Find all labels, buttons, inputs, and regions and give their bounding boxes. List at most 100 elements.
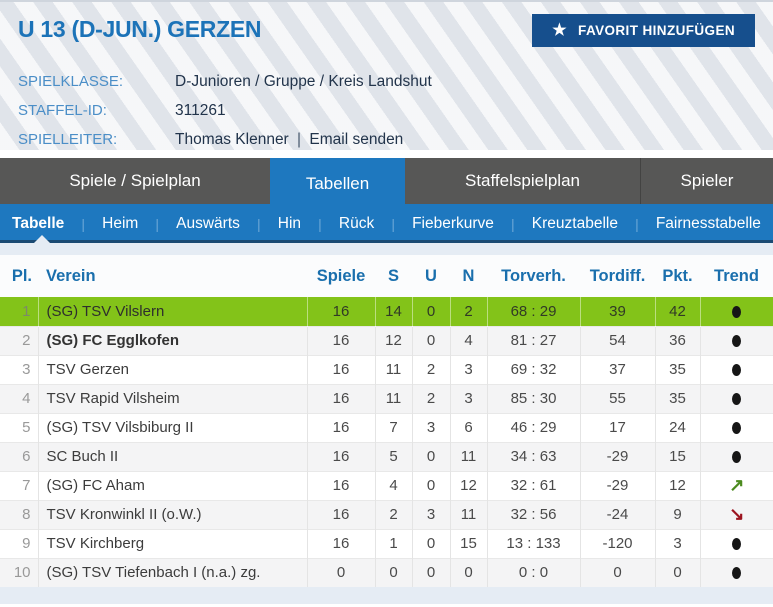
- tordiff-cell: 55: [579, 383, 655, 413]
- rank-cell: 5: [0, 412, 38, 442]
- u-cell: 0: [411, 470, 450, 500]
- u-cell: 0: [411, 557, 450, 587]
- trend-cell: ↗: [699, 470, 773, 500]
- s-cell: 7: [374, 412, 412, 442]
- subtab-separator: |: [257, 215, 261, 232]
- n-cell: 2: [449, 297, 487, 326]
- trend-up-icon: ↗: [729, 475, 745, 495]
- subtab-row: Tabelle | Heim | Auswärts | Hin | Rück | Fieberkur…: [0, 204, 773, 243]
- s-cell: 0: [374, 557, 412, 587]
- standings-panel: Pl. Verein Spiele S U N Torverh. Tordiff. Pkt. Tr…: [0, 243, 773, 604]
- standings-table: Pl. Verein Spiele S U N Torverh. Tordiff. Pkt. Tr…: [0, 255, 773, 587]
- tordiff-cell: -29: [579, 441, 655, 471]
- column-header-n: N: [450, 255, 487, 297]
- tordiff-cell: 54: [579, 325, 655, 355]
- team-cell[interactable]: TSV Gerzen: [37, 354, 307, 384]
- tab-tabellen[interactable]: Tabellen: [270, 158, 405, 210]
- table-row: 10 (SG) TSV Tiefenbach I (n.a.) zg. 0 0 0 0 0 …: [0, 557, 773, 587]
- subtab-ruck[interactable]: Rück: [338, 214, 375, 232]
- meta-label-staffel-id: STAFFEL-ID:: [18, 102, 107, 119]
- pkt-cell: 36: [654, 325, 700, 355]
- star-icon: ★: [552, 21, 568, 39]
- spiele-cell: 16: [306, 383, 375, 413]
- team-cell[interactable]: (SG) FC Aham: [37, 470, 307, 500]
- u-cell: 2: [411, 383, 450, 413]
- trend-cell: [699, 412, 773, 442]
- team-cell[interactable]: (SG) TSV Vilsbiburg II: [37, 412, 307, 442]
- team-cell[interactable]: TSV Rapid Vilsheim: [37, 383, 307, 413]
- tordiff-cell: -120: [579, 528, 655, 558]
- trend-cell: [699, 441, 773, 471]
- subtab-auswarts[interactable]: Auswärts: [176, 214, 240, 232]
- table-subtabs: Tabelle | Heim | Auswärts | Hin | Rück | Fieberkur…: [0, 204, 773, 243]
- torverh-cell: 32 : 61: [486, 470, 580, 500]
- active-subtab-pointer-icon: [34, 235, 50, 243]
- s-cell: 11: [374, 354, 412, 384]
- column-header-u: U: [412, 255, 450, 297]
- tab-spieler[interactable]: Spieler: [640, 158, 773, 204]
- table-row: 9 TSV Kirchberg 16 1 0 15 13 : 133 -120 3: [0, 528, 773, 558]
- rank-cell: 3: [0, 354, 38, 384]
- rank-cell: 6: [0, 441, 38, 471]
- meta-value-spielklasse: D-Junioren / Gruppe / Kreis Landshut: [175, 73, 432, 90]
- trend-steady-icon: [732, 422, 742, 435]
- subtab-separator: |: [511, 215, 515, 232]
- tordiff-cell: 37: [579, 354, 655, 384]
- subtab-fairnesstabelle[interactable]: Fairnesstabelle: [655, 214, 761, 232]
- trend-cell: [699, 383, 773, 413]
- meta-value-spielleiter: Thomas Klenner | Email senden: [175, 125, 755, 154]
- n-cell: 0: [449, 557, 487, 587]
- meta-value-staffel-id: 311261: [175, 102, 226, 119]
- torverh-cell: 81 : 27: [486, 325, 580, 355]
- column-header-pl: Pl.: [0, 255, 38, 297]
- pkt-cell: 12: [654, 470, 700, 500]
- spiele-cell: 16: [306, 470, 375, 500]
- s-cell: 12: [374, 325, 412, 355]
- meta-label-spielklasse: SPIELKLASSE:: [18, 73, 124, 90]
- team-cell[interactable]: SC Buch II: [37, 441, 307, 471]
- u-cell: 3: [411, 499, 450, 529]
- meta-row-spielleiter: SPIELLEITER: Thomas Klenner | Email send…: [18, 125, 755, 154]
- add-favorite-button[interactable]: ★ FAVORIT HINZUFÜGEN: [532, 14, 755, 47]
- subtab-kreuztabelle[interactable]: Kreuztabelle: [531, 214, 618, 232]
- tordiff-cell: 17: [579, 412, 655, 442]
- u-cell: 3: [411, 412, 450, 442]
- torverh-cell: 85 : 30: [486, 383, 580, 413]
- spiele-cell: 16: [306, 499, 375, 529]
- s-cell: 5: [374, 441, 412, 471]
- spiele-cell: 16: [306, 297, 375, 326]
- team-cell[interactable]: TSV Kronwinkl II (o.W.): [37, 499, 307, 529]
- n-cell: 3: [449, 354, 487, 384]
- column-header-s: S: [375, 255, 412, 297]
- subtab-separator: |: [635, 215, 639, 232]
- subtab-fieberkurve[interactable]: Fieberkurve: [412, 214, 494, 232]
- torverh-cell: 34 : 63: [486, 441, 580, 471]
- table-row: 1 (SG) TSV Vilslern 16 14 0 2 68 : 29 39 42: [0, 297, 773, 326]
- s-cell: 11: [374, 383, 412, 413]
- rank-cell: 4: [0, 383, 38, 413]
- tab-staffelspielplan[interactable]: Staffelspielplan: [465, 171, 580, 190]
- email-senden-link[interactable]: Email senden: [309, 131, 404, 148]
- trend-steady-icon: [732, 393, 742, 406]
- column-header-tordiff: Tordiff.: [580, 255, 655, 297]
- tordiff-cell: -24: [579, 499, 655, 529]
- n-cell: 11: [449, 441, 487, 471]
- subtab-heim[interactable]: Heim: [102, 214, 139, 232]
- page-title: U 13 (D-JUN.) GERZEN: [18, 16, 262, 42]
- team-cell[interactable]: (SG) TSV Tiefenbach I (n.a.) zg.: [37, 557, 307, 587]
- rank-cell: 9: [0, 528, 38, 558]
- subtab-separator: |: [155, 215, 160, 232]
- column-header-pkt: Pkt.: [655, 255, 700, 297]
- team-cell[interactable]: TSV Kirchberg: [37, 528, 307, 558]
- n-cell: 3: [449, 383, 487, 413]
- subtab-tabelle[interactable]: Tabelle: [12, 214, 65, 232]
- subtab-hin[interactable]: Hin: [277, 214, 302, 232]
- team-cell[interactable]: (SG) TSV Vilslern: [37, 297, 307, 326]
- rank-cell: 7: [0, 470, 38, 500]
- trend-steady-icon: [732, 538, 742, 551]
- s-cell: 14: [374, 297, 412, 326]
- tab-spiele-spielplan[interactable]: Spiele / Spielplan: [69, 171, 201, 190]
- competition-header: U 13 (D-JUN.) GERZEN ★ FAVORIT HINZUFÜGE…: [0, 0, 773, 150]
- subtab-separator: |: [391, 215, 395, 232]
- team-cell[interactable]: (SG) FC Egglkofen: [37, 325, 307, 355]
